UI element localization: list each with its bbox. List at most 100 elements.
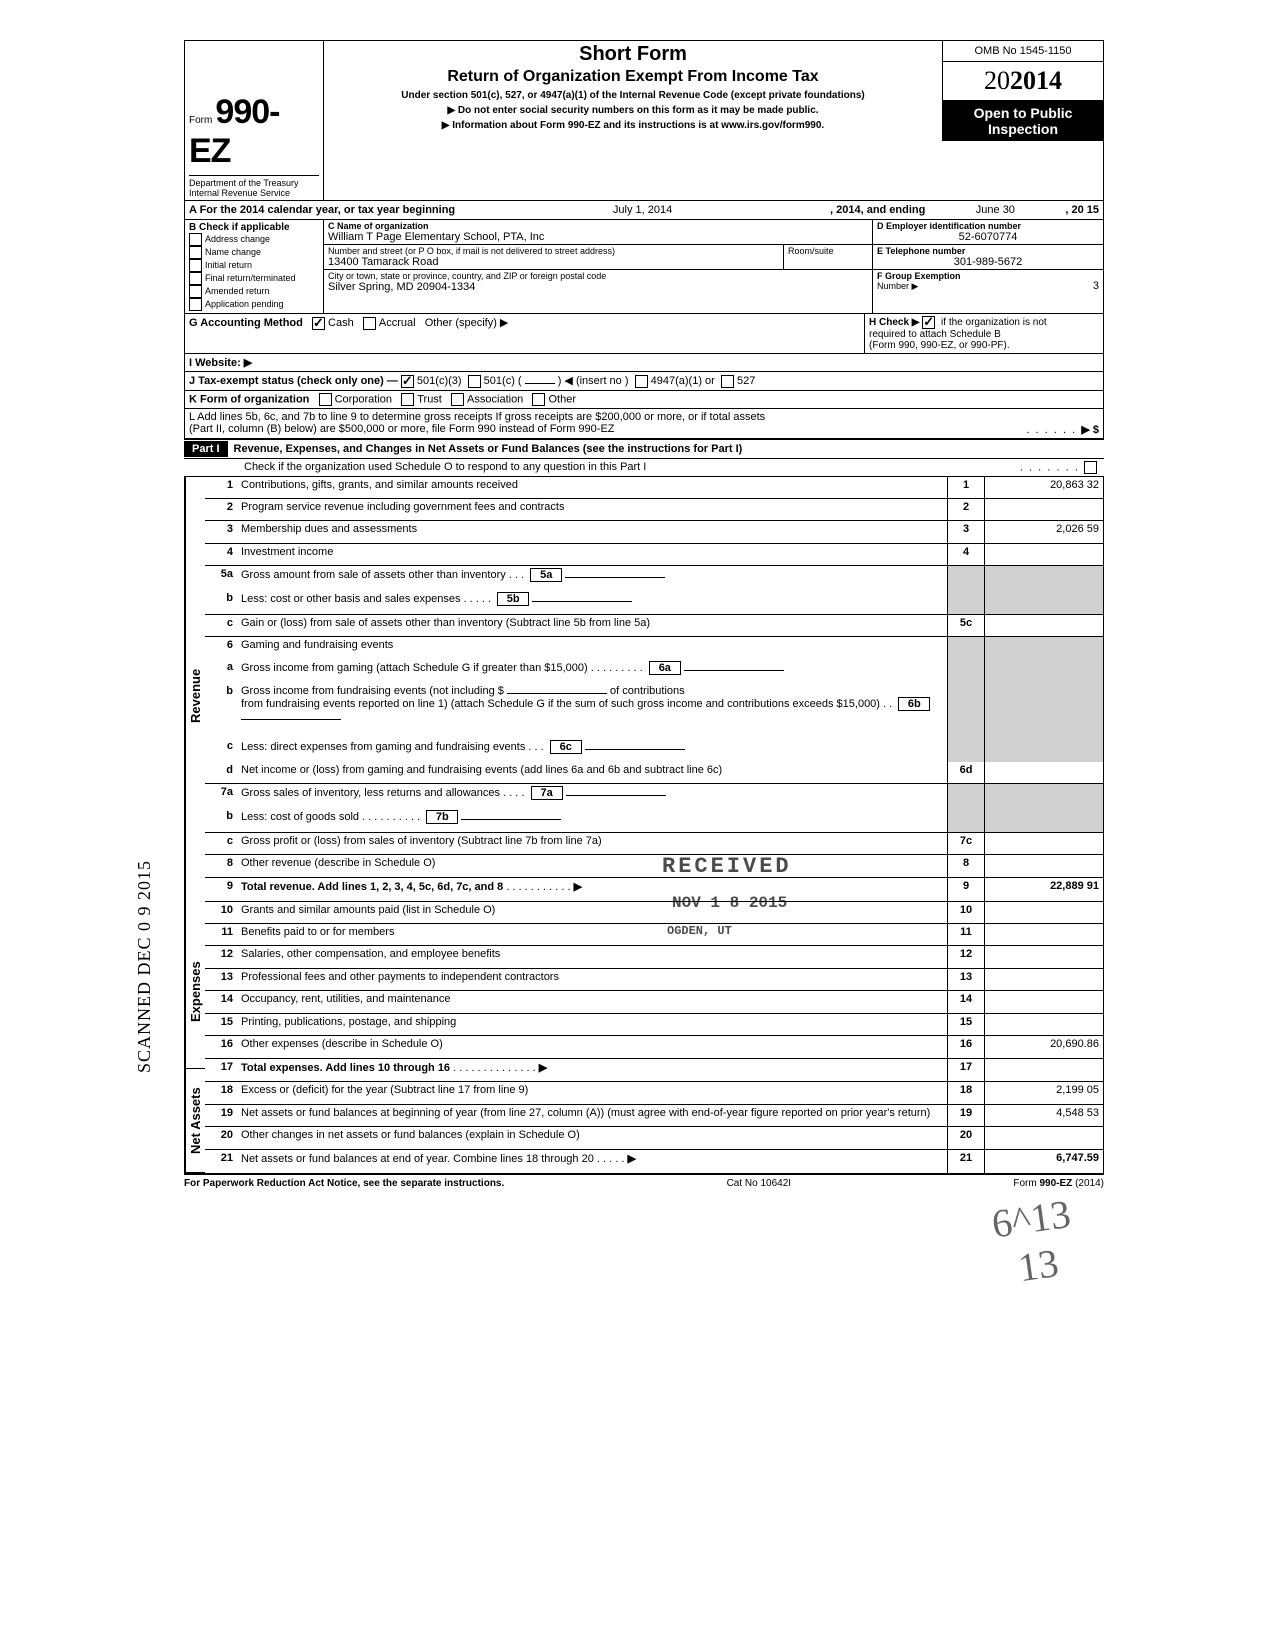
- ln-20-box: 20: [948, 1127, 985, 1149]
- ln-6-text: Gaming and fundraising events: [237, 637, 948, 659]
- side-expenses: Expenses: [185, 915, 205, 1069]
- ln-18-box: 18: [948, 1082, 985, 1104]
- ln-1-amt: 20,863 32: [985, 477, 1104, 499]
- footer-right: Form 990-EZ (2014): [1013, 1178, 1104, 1189]
- ln-14-box: 14: [948, 991, 985, 1013]
- lbl-assoc: Association: [467, 393, 523, 405]
- ln-5b-text: Less: cost or other basis and sales expe…: [241, 593, 461, 605]
- title-return: Return of Organization Exempt From Incom…: [332, 68, 934, 86]
- J-label: J Tax-exempt status (check only one) —: [189, 375, 398, 387]
- ln-2-box: 2: [948, 498, 985, 520]
- ln-5c-amt: [985, 615, 1104, 637]
- ln-13-num: 13: [205, 968, 237, 990]
- chk-527[interactable]: [721, 375, 734, 388]
- ln-6b-text: Gross income from fundraising events (no…: [241, 685, 504, 697]
- G-label: G Accounting Method: [189, 317, 303, 329]
- ln-12-box: 12: [948, 946, 985, 968]
- ln-17-text: Total expenses. Add lines 10 through 16: [241, 1062, 450, 1074]
- ln-5a-text: Gross amount from sale of assets other t…: [241, 569, 506, 581]
- lbl-other-method: Other (specify) ▶: [425, 317, 509, 329]
- line-A-mid: , 2014, and ending: [830, 204, 925, 216]
- lbl-initial-return: Initial return: [205, 260, 252, 270]
- E-phone: 301-989-5672: [877, 256, 1099, 268]
- chk-final-return[interactable]: [189, 272, 202, 285]
- chk-cash[interactable]: [312, 317, 325, 330]
- ln-20-text: Other changes in net assets or fund bala…: [237, 1127, 948, 1149]
- open-public-2: Inspection: [947, 121, 1099, 137]
- lbl-trust: Trust: [417, 393, 442, 405]
- C-name-label: C Name of organization: [328, 221, 868, 231]
- ln-18-amt: 2,199 05: [985, 1082, 1104, 1104]
- chk-501c3[interactable]: [401, 375, 414, 388]
- I-label: I Website: ▶: [189, 357, 252, 369]
- chk-4947[interactable]: [635, 375, 648, 388]
- lbl-amended-return: Amended return: [205, 286, 270, 296]
- chk-schedule-o[interactable]: [1084, 461, 1097, 474]
- chk-assoc[interactable]: [451, 393, 464, 406]
- part1-check-text: Check if the organization used Schedule …: [244, 461, 646, 474]
- ln-13-box: 13: [948, 968, 985, 990]
- chk-name-change[interactable]: [189, 246, 202, 259]
- chk-501c[interactable]: [468, 375, 481, 388]
- ln-11-text: Benefits paid to or for members: [237, 923, 948, 945]
- form-number: 990-EZ: [189, 93, 279, 170]
- ln-12-text: Salaries, other compensation, and employ…: [237, 946, 948, 968]
- chk-accrual[interactable]: [363, 317, 376, 330]
- scanned-stamp: SCANNED DEC 0 9 2015: [134, 860, 155, 1073]
- line-A-yr: , 20 15: [1065, 204, 1099, 216]
- chk-amended-return[interactable]: [189, 285, 202, 298]
- chk-address-change[interactable]: [189, 233, 202, 246]
- ln-20-amt: [985, 1127, 1104, 1149]
- lbl-accrual: Accrual: [379, 317, 416, 329]
- ln-3-box: 3: [948, 521, 985, 543]
- ln-18-text: Excess or (deficit) for the year (Subtra…: [237, 1082, 948, 1104]
- chk-H[interactable]: [922, 316, 935, 329]
- lbl-insert-no: ) ◀ (insert no ): [558, 375, 629, 387]
- ln-10-box: 10: [948, 901, 985, 923]
- chk-application-pending[interactable]: [189, 298, 202, 311]
- ln-13-amt: [985, 968, 1104, 990]
- ln-7a-text: Gross sales of inventory, less returns a…: [241, 787, 500, 799]
- org-city: Silver Spring, MD 20904-1334: [328, 281, 868, 293]
- ln-2-text: Program service revenue including govern…: [237, 498, 948, 520]
- ln-5b-num: b: [205, 590, 237, 614]
- ln-21-box: 21: [948, 1149, 985, 1172]
- ln-17-box: 17: [948, 1058, 985, 1082]
- ln-2-num: 2: [205, 498, 237, 520]
- ln-19-text: Net assets or fund balances at beginning…: [237, 1104, 948, 1126]
- ln-9-box: 9: [948, 877, 985, 901]
- lbl-address-change: Address change: [205, 234, 270, 244]
- D-ein: 52-6070774: [877, 231, 1099, 243]
- ln-6a-num: a: [205, 659, 237, 683]
- ln-9-num: 9: [205, 877, 237, 901]
- ln-6d-box: 6d: [948, 762, 985, 784]
- stamp-date: NOV 1 8 2015: [664, 890, 795, 916]
- chk-initial-return[interactable]: [189, 259, 202, 272]
- ln-8-box: 8: [948, 855, 985, 877]
- ln-7c-box: 7c: [948, 832, 985, 854]
- ln-6c-text: Less: direct expenses from gaming and fu…: [241, 741, 525, 753]
- ln-5a-num: 5a: [205, 566, 237, 590]
- chk-trust[interactable]: [401, 393, 414, 406]
- ln-15-text: Printing, publications, postage, and shi…: [237, 1013, 948, 1035]
- lines-table: 1 Contributions, gifts, grants, and simi…: [205, 477, 1103, 1173]
- chk-other-org[interactable]: [532, 393, 545, 406]
- title-short-form: Short Form: [332, 43, 934, 66]
- chk-corp[interactable]: [319, 393, 332, 406]
- ln-10-amt: [985, 901, 1104, 923]
- lbl-501c3: 501(c)(3): [417, 375, 462, 387]
- lbl-other-org: Other: [548, 393, 576, 405]
- dept1: Department of the Treasury: [189, 178, 319, 188]
- ln-14-amt: [985, 991, 1104, 1013]
- ln-8-amt: [985, 855, 1104, 877]
- ln-7b-ibox: 7b: [426, 810, 458, 824]
- ln-4-num: 4: [205, 543, 237, 565]
- line-A-label: A For the 2014 calendar year, or tax yea…: [189, 204, 455, 216]
- ln-1-text: Contributions, gifts, grants, and simila…: [237, 477, 948, 499]
- footer-left: For Paperwork Reduction Act Notice, see …: [184, 1178, 504, 1189]
- H-text3: (Form 990, 990-EZ, or 990-PF).: [869, 340, 1010, 351]
- ln-21-num: 21: [205, 1149, 237, 1172]
- ln-21-text: Net assets or fund balances at end of ye…: [241, 1153, 594, 1165]
- ln-7c-num: c: [205, 832, 237, 854]
- ln-7c-text: Gross profit or (loss) from sales of inv…: [237, 832, 948, 854]
